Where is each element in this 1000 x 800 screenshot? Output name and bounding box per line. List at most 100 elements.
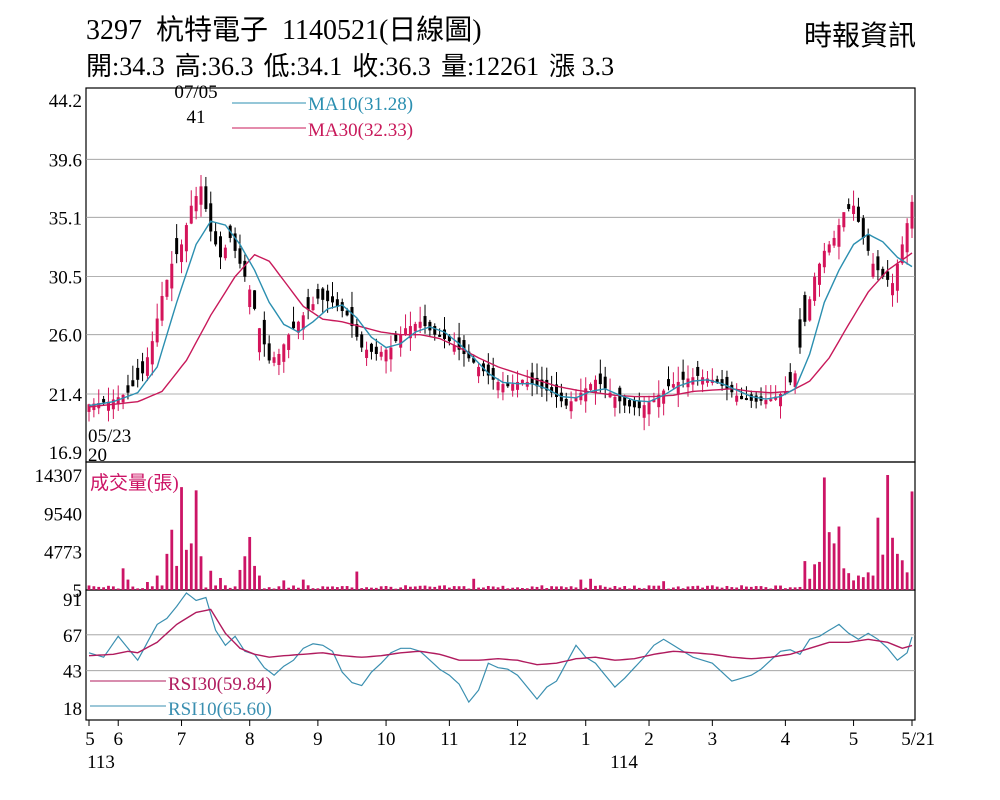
candle-body <box>209 203 213 232</box>
volume-bar <box>233 586 237 590</box>
candle-body <box>175 238 179 255</box>
candle-body <box>442 329 446 339</box>
ohlc-high: 高:36.3 <box>174 52 254 81</box>
volume-bar <box>652 585 656 590</box>
volume-bar <box>667 588 670 590</box>
volume-bar <box>628 588 631 590</box>
volume-bar <box>545 588 549 590</box>
volume-panel: 成交量(張) <box>87 472 914 590</box>
volume-bar <box>277 586 281 590</box>
volume-bar <box>194 490 198 590</box>
candle-body <box>842 212 846 228</box>
low-value-annotation: 20 <box>88 445 107 466</box>
candle-body <box>798 319 802 348</box>
candle-body <box>447 335 451 342</box>
candle-body <box>204 186 208 209</box>
x-month-label: 5 <box>849 729 859 750</box>
ma30-line <box>88 252 913 408</box>
candle-body <box>287 334 291 350</box>
candle-body <box>379 351 383 357</box>
chart-period: (日線圖) <box>378 15 482 46</box>
candle-body <box>102 398 106 403</box>
volume-bar <box>759 586 763 590</box>
candle-body <box>399 334 403 348</box>
candle-body <box>910 201 914 229</box>
volume-bar <box>141 588 144 590</box>
candle-body <box>477 366 481 377</box>
volume-bar <box>374 587 378 590</box>
volume-y-tick: 5 <box>73 581 83 602</box>
candle-body <box>540 379 544 389</box>
candle-body <box>598 373 602 385</box>
candle-body <box>330 296 334 303</box>
candle-body <box>126 385 130 393</box>
volume-bar <box>409 586 412 590</box>
candle-body <box>905 223 909 253</box>
volume-bar <box>525 588 529 590</box>
candle-body <box>827 244 831 253</box>
candle-body <box>404 328 408 335</box>
volume-bar <box>379 586 383 590</box>
candle-body <box>160 295 164 321</box>
candle-body <box>808 299 812 321</box>
volume-bar <box>598 585 602 590</box>
candle-body <box>866 235 870 251</box>
volume-bar <box>223 585 227 590</box>
volume-bar <box>861 577 865 590</box>
candle-body <box>214 231 218 245</box>
ohlc-low: 低:34.1 <box>263 52 343 81</box>
candle-body <box>603 376 607 389</box>
candle-body <box>389 347 393 360</box>
candle-body <box>272 357 276 363</box>
low-date-annotation: 05/23 <box>88 426 131 447</box>
volume-bar <box>467 588 471 590</box>
volume-bar <box>107 585 110 590</box>
volume-bar <box>827 532 831 590</box>
candle-body <box>589 384 593 390</box>
volume-bar <box>404 585 407 590</box>
volume-bar <box>735 587 739 590</box>
volume-bar <box>701 587 704 590</box>
high-value-annotation: 41 <box>187 107 206 128</box>
volume-bar <box>891 537 894 590</box>
volume-bar <box>769 588 773 590</box>
volume-y-tick: 4773 <box>44 543 82 564</box>
candle-body <box>369 343 373 352</box>
price-y-tick: 30.5 <box>49 268 82 289</box>
grid-lines <box>86 158 915 672</box>
ma30-legend: MA30(32.33) <box>308 120 413 141</box>
volume-bar <box>423 585 427 590</box>
candle-body <box>296 321 300 333</box>
volume-bar <box>603 586 607 590</box>
volume-bar <box>399 587 403 590</box>
volume-bar <box>876 517 880 590</box>
volume-bar <box>326 586 330 590</box>
candle-body <box>891 283 895 296</box>
candle-body <box>725 376 729 389</box>
volume-bar <box>886 475 890 590</box>
volume-bar <box>813 564 817 590</box>
volume-bar <box>87 585 91 590</box>
volume-bar <box>837 526 841 590</box>
volume-bar <box>272 588 276 590</box>
x-month-label: 2 <box>644 729 654 750</box>
volume-bar <box>199 556 203 590</box>
volume-bar <box>258 575 261 590</box>
volume-bar <box>175 565 179 590</box>
candle-body <box>316 289 320 299</box>
ohlc-volume: 量:12261 <box>440 52 540 81</box>
volume-bar <box>219 577 222 590</box>
volume-bar <box>438 585 442 590</box>
candle-body <box>253 290 257 309</box>
volume-bar <box>540 585 544 590</box>
candle-body <box>491 368 495 380</box>
candle-body <box>555 384 559 397</box>
ohlc-summary: 開:34.3 高:36.3 低:34.1 收:36.3 量:12261 漲 3.3 <box>86 46 624 83</box>
candle-body <box>394 333 398 342</box>
candle-body <box>593 379 597 394</box>
volume-bar <box>798 586 802 590</box>
candle-body <box>180 244 184 263</box>
volume-bar <box>311 588 315 590</box>
candle-body <box>141 361 145 374</box>
